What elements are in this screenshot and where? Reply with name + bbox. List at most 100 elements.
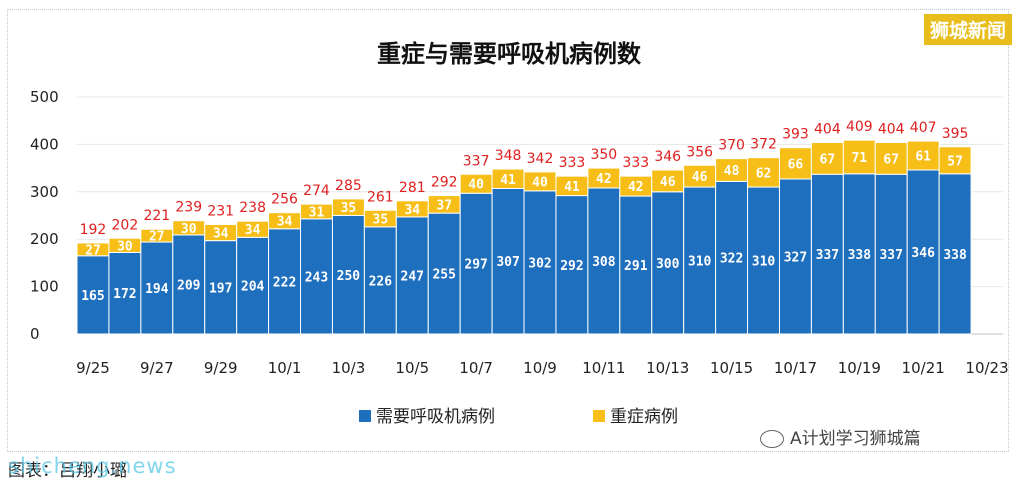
bar-ventilator — [651, 191, 685, 335]
bar-ventilator — [587, 187, 621, 335]
legend-label-ventilator: 需要呼吸机病例 — [376, 407, 495, 427]
bar-ventilator — [172, 234, 206, 335]
wechat-watermark: A计划学习狮城篇 — [760, 424, 921, 449]
total-label: 239 — [175, 200, 202, 216]
legend-swatch-severe — [593, 410, 605, 422]
value-label-ventilator: 222 — [273, 275, 296, 290]
total-label: 407 — [910, 120, 937, 136]
bar-ventilator — [619, 195, 653, 335]
x-tick-label: 10/19 — [838, 359, 881, 377]
value-label-ventilator: 292 — [560, 259, 583, 274]
bar-ventilator — [204, 240, 238, 335]
total-label: 370 — [718, 138, 745, 154]
total-label: 285 — [335, 178, 362, 194]
value-label-severe: 30 — [181, 222, 197, 237]
value-label-ventilator: 308 — [592, 255, 616, 270]
total-label: 348 — [495, 148, 522, 164]
x-tick-label: 10/21 — [902, 359, 945, 377]
bars: 1652719217230202194272212093023919734231… — [76, 119, 972, 335]
site-url-watermark: shicheng.news — [8, 454, 177, 478]
y-tick-label: 100 — [30, 278, 59, 296]
total-label: 333 — [559, 155, 586, 171]
total-label: 256 — [271, 192, 298, 208]
value-label-severe: 61 — [915, 150, 931, 165]
legend-label-severe: 重症病例 — [610, 407, 678, 427]
value-label-ventilator: 337 — [879, 248, 902, 263]
x-tick-label: 9/25 — [76, 359, 110, 377]
value-label-severe: 30 — [117, 239, 133, 254]
x-tick-label: 10/9 — [523, 359, 557, 377]
value-label-severe: 34 — [213, 227, 229, 242]
value-label-ventilator: 226 — [369, 274, 393, 289]
legend: 需要呼吸机病例 重症病例 — [359, 407, 678, 427]
value-label-ventilator: 337 — [816, 248, 839, 263]
bar-severe — [938, 146, 972, 175]
value-label-severe: 27 — [149, 230, 165, 245]
value-label-severe: 46 — [692, 170, 708, 185]
y-tick-label: 300 — [30, 183, 59, 201]
bar-ventilator — [906, 169, 940, 335]
bar-ventilator — [778, 178, 812, 335]
value-label-severe: 66 — [788, 157, 804, 172]
value-label-severe: 67 — [883, 152, 899, 167]
value-label-ventilator: 327 — [784, 251, 807, 266]
total-label: 202 — [112, 217, 139, 233]
bar-severe — [906, 140, 940, 171]
value-label-severe: 41 — [564, 180, 580, 195]
x-axis-ticks: 9/25 9/27 9/29 10/1 10/3 10/5 10/7 10/9 10/11 10/… — [76, 359, 1009, 377]
bar-ventilator — [747, 186, 780, 335]
total-label: 292 — [431, 175, 458, 191]
bar-ventilator — [715, 180, 749, 335]
total-label: 346 — [654, 149, 681, 165]
value-label-ventilator: 307 — [496, 255, 519, 270]
bar-severe — [331, 198, 365, 217]
y-tick-label: 400 — [30, 135, 59, 153]
bar-ventilator — [331, 215, 365, 335]
x-tick-label: 10/13 — [646, 359, 689, 377]
total-label: 409 — [846, 119, 873, 135]
value-label-severe: 27 — [85, 243, 101, 258]
value-label-severe: 37 — [436, 198, 452, 213]
total-label: 404 — [814, 122, 841, 138]
x-tick-label: 10/5 — [395, 359, 429, 377]
value-label-ventilator: 197 — [209, 281, 232, 296]
total-label: 350 — [590, 147, 617, 163]
value-label-ventilator: 300 — [656, 257, 680, 272]
total-label: 395 — [942, 126, 969, 142]
value-label-ventilator: 209 — [177, 278, 200, 293]
x-tick-label: 10/1 — [268, 359, 302, 377]
value-label-ventilator: 172 — [113, 287, 136, 302]
value-label-severe: 35 — [373, 213, 389, 228]
bar-ventilator — [140, 241, 174, 335]
value-label-ventilator: 250 — [337, 269, 361, 284]
total-label: 281 — [399, 180, 426, 196]
bar-ventilator — [491, 187, 525, 335]
total-label: 221 — [143, 208, 170, 224]
value-label-severe: 42 — [628, 180, 644, 195]
value-label-ventilator: 310 — [752, 255, 776, 270]
bar-ventilator — [938, 173, 972, 335]
total-label: 356 — [686, 144, 713, 160]
bar-severe — [874, 142, 908, 175]
value-label-ventilator: 291 — [624, 259, 648, 274]
value-label-severe: 41 — [500, 173, 516, 188]
value-label-ventilator: 346 — [911, 246, 935, 261]
total-label: 393 — [782, 127, 809, 143]
value-label-severe: 57 — [947, 154, 963, 169]
value-label-severe: 40 — [532, 175, 548, 190]
value-label-ventilator: 322 — [720, 252, 743, 267]
value-label-ventilator: 247 — [401, 269, 424, 284]
value-label-ventilator: 302 — [528, 256, 551, 271]
value-label-severe: 34 — [404, 203, 420, 218]
value-label-severe: 34 — [245, 223, 261, 238]
value-label-severe: 42 — [596, 172, 612, 187]
x-tick-label: 10/11 — [582, 359, 625, 377]
total-label: 192 — [80, 222, 107, 238]
total-label: 231 — [207, 204, 234, 220]
chart-frame — [7, 9, 1009, 452]
total-label: 261 — [367, 189, 394, 205]
bar-ventilator — [300, 218, 333, 335]
total-label: 337 — [463, 153, 490, 169]
value-label-ventilator: 194 — [145, 282, 169, 297]
